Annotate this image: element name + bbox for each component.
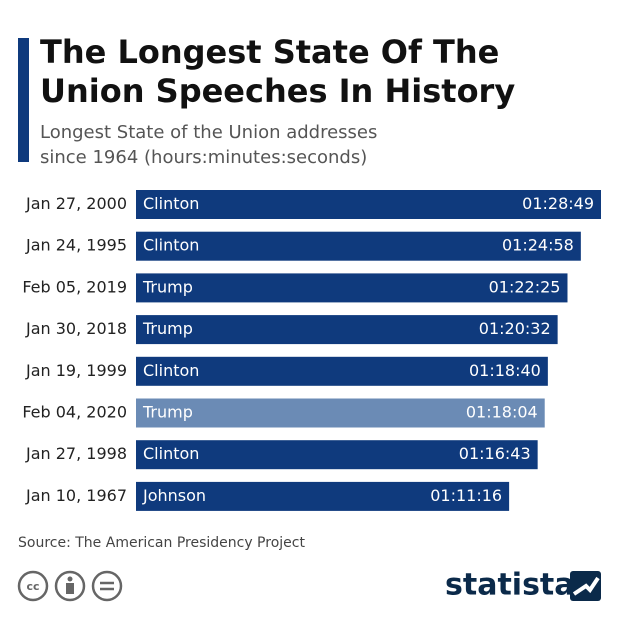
bar [136,273,568,303]
bar [136,481,510,511]
value-label: 01:24:58 [502,236,574,255]
bar-name: Trump [142,403,193,422]
category-label: Jan 10, 1967 [25,486,127,505]
subtitle: since 1964 (hours:minutes:seconds) [40,147,367,168]
brand-logo [570,571,601,601]
bar-name: Trump [142,319,193,338]
bars: Jan 27, 2000 Clinton 01:28:49 Jan 24, 1995 C… [22,190,601,511]
value-label: 01:28:49 [522,194,594,213]
chart-title: Union Speeches In History [40,72,515,110]
value-label: 01:22:25 [489,277,561,296]
category-label: Feb 04, 2020 [22,403,127,422]
chart-title: The Longest State Of The [40,33,499,71]
svg-text:cc: cc [26,580,39,593]
category-label: Jan 24, 1995 [25,236,127,255]
bar-name: Clinton [143,194,199,213]
bar [136,190,601,219]
bar-name: Trump [142,277,193,296]
bar-name: Clinton [143,361,199,380]
value-label: 01:20:32 [479,319,551,338]
title-accent [18,38,29,162]
brand: statista [445,568,575,603]
bar [136,315,558,345]
bar [136,231,581,261]
bar-name: Johnson [142,486,206,505]
category-label: Jan 27, 2000 [25,194,127,213]
bar [136,440,538,470]
value-label: 01:16:43 [459,444,531,463]
category-label: Jan 19, 1999 [25,361,127,380]
license-icons: cc [17,570,123,602]
category-label: Jan 30, 2018 [25,319,127,338]
value-label: 01:18:40 [469,361,541,380]
value-label: 01:18:04 [466,403,538,422]
bar [136,398,545,428]
bar-name: Clinton [143,444,199,463]
category-label: Feb 05, 2019 [22,277,127,296]
subtitle: Longest State of the Union addresses [40,122,377,143]
source: Source: The American Presidency Project [18,535,305,551]
category-label: Jan 27, 1998 [25,444,127,463]
bar [136,356,548,386]
bar-name: Clinton [143,236,199,255]
value-label: 01:11:16 [430,486,502,505]
